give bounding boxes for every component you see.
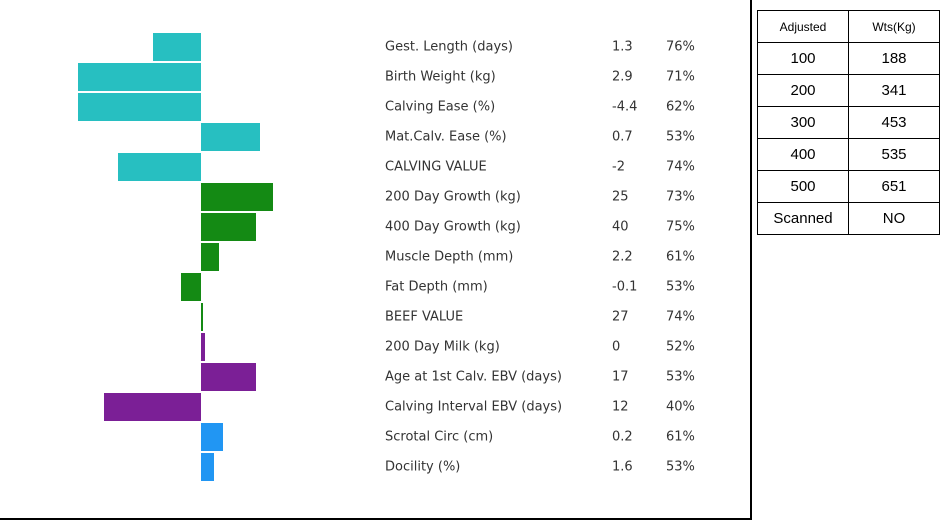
table-row: 100 188 [757,42,940,75]
ebv-value: 0 [612,340,620,355]
accuracy: 53% [666,370,695,385]
trait-label: 200 Day Milk (kg) [385,340,500,355]
ebv-value: -4.4 [612,100,637,115]
bar [181,273,201,301]
bar [201,453,214,481]
table-row: 400 535 [757,138,940,171]
trait-label: CALVING VALUE [385,160,487,175]
bar [201,303,203,331]
ebv-value: 40 [612,220,629,235]
table-row: Scanned NO [757,202,940,235]
trait-label: BEEF VALUE [385,310,463,325]
trait-label: Fat Depth (mm) [385,280,488,295]
table-cell: 400 [757,138,849,171]
table-cell: 300 [757,106,849,139]
table-cell: Scanned [757,202,849,235]
trait-label: Age at 1st Calv. EBV (days) [385,370,562,385]
accuracy: 53% [666,130,695,145]
accuracy: 61% [666,430,695,445]
accuracy: 53% [666,460,695,475]
accuracy: 52% [666,340,695,355]
ebv-value: 0.2 [612,430,633,445]
bar [201,423,223,451]
ebv-value: -0.1 [612,280,637,295]
ebv-value: 12 [612,400,629,415]
accuracy: 76% [666,40,695,55]
ebv-value: 2.2 [612,250,633,265]
weights-table: Adjusted Wts(Kg) 100 188 200 341 300 453 400 535 5… [757,10,940,235]
table-cell: NO [848,202,940,235]
table-cell: 651 [848,170,940,203]
bar [153,33,201,61]
ebv-value: 25 [612,190,629,205]
bar [201,213,256,241]
table-cell: 100 [757,42,849,75]
bar [201,123,260,151]
table-cell: 535 [848,138,940,171]
bar [201,363,256,391]
ebv-value: 1.6 [612,460,633,475]
accuracy: 74% [666,310,695,325]
ebv-panel: Gest. Length (days) 1.3 76% Birth Weight (k… [0,0,752,520]
accuracy: 74% [666,160,695,175]
ebv-value: 0.7 [612,130,633,145]
trait-label: Muscle Depth (mm) [385,250,513,265]
trait-label: 400 Day Growth (kg) [385,220,521,235]
accuracy: 62% [666,100,695,115]
bar [78,93,201,121]
table-cell: 200 [757,74,849,107]
trait-label: Scrotal Circ (cm) [385,430,493,445]
trait-label: Gest. Length (days) [385,40,513,55]
table-cell: 341 [848,74,940,107]
bar [201,333,205,361]
accuracy: 53% [666,280,695,295]
table-cell: Wts(Kg) [848,10,940,43]
accuracy: 73% [666,190,695,205]
table-cell: 500 [757,170,849,203]
ebv-chart: Gest. Length (days) 1.3 76% Birth Weight (k… [78,33,695,481]
ebv-value: 1.3 [612,40,633,55]
bar [104,393,201,421]
trait-label: Calving Ease (%) [385,100,495,115]
accuracy: 75% [666,220,695,235]
ebv-value: 2.9 [612,70,633,85]
ebv-value: 17 [612,370,629,385]
table-cell: 188 [848,42,940,75]
ebv-value: -2 [612,160,625,175]
bar [78,63,201,91]
table-cell: 453 [848,106,940,139]
accuracy: 40% [666,400,695,415]
table-row: Adjusted Wts(Kg) [757,10,940,43]
trait-label: 200 Day Growth (kg) [385,190,521,205]
trait-label: Calving Interval EBV (days) [385,400,562,415]
trait-label: Mat.Calv. Ease (%) [385,130,507,145]
bar [118,153,201,181]
accuracy: 71% [666,70,695,85]
accuracy: 61% [666,250,695,265]
trait-label: Docility (%) [385,460,460,475]
ebv-value: 27 [612,310,629,325]
table-row: 200 341 [757,74,940,107]
table-row: 300 453 [757,106,940,139]
trait-label: Birth Weight (kg) [385,70,496,85]
table-cell: Adjusted [757,10,849,43]
table-row: 500 651 [757,170,940,203]
bar [201,243,219,271]
bar [201,183,273,211]
